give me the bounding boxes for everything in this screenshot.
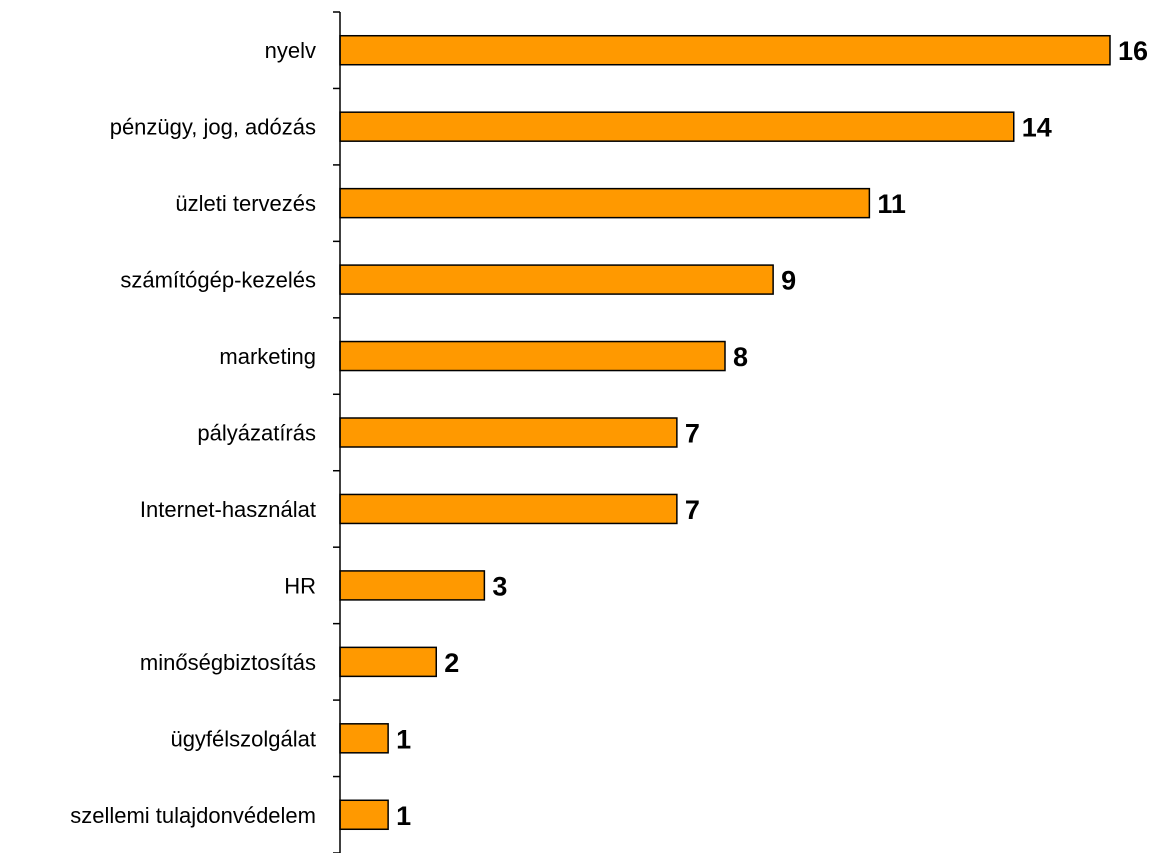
bar — [339, 340, 726, 372]
category-label: szellemi tulajdonvédelem — [70, 803, 316, 828]
bar — [339, 264, 774, 295]
category-label: nyelv — [265, 38, 316, 63]
bar — [339, 187, 871, 219]
bar — [339, 34, 1111, 66]
category-labels: nyelv pénzügy, jog, adózás üzleti tervezés… — [70, 38, 316, 828]
bar — [339, 646, 437, 678]
bar — [339, 799, 389, 831]
bars-group — [339, 34, 1111, 831]
data-label: 1 — [396, 801, 411, 831]
data-label: 7 — [685, 495, 700, 525]
data-label: 9 — [781, 266, 796, 296]
category-label: marketing — [219, 344, 316, 369]
data-label: 8 — [733, 342, 748, 372]
category-label: ügyfélszolgálat — [170, 726, 316, 751]
category-label: HR — [284, 573, 316, 598]
data-label: 11 — [877, 189, 906, 219]
bar — [339, 417, 678, 448]
data-label: 2 — [444, 648, 459, 678]
category-label: pályázatírás — [197, 421, 316, 446]
data-label: 7 — [685, 419, 700, 449]
bar — [339, 723, 389, 754]
bar — [339, 570, 486, 601]
category-label: Internet-használat — [140, 497, 316, 522]
data-label: 3 — [492, 571, 507, 601]
bar — [339, 111, 1015, 142]
data-label: 16 — [1118, 36, 1148, 66]
axis-ticks — [333, 11, 340, 853]
category-label: üzleti tervezés — [175, 191, 316, 216]
bar — [339, 493, 678, 525]
data-label: 1 — [396, 724, 411, 754]
category-label: számítógép-kezelés — [120, 268, 316, 293]
category-label: pénzügy, jog, adózás — [110, 115, 316, 140]
category-label: minőségbiztosítás — [140, 650, 316, 675]
data-label: 14 — [1022, 113, 1052, 143]
